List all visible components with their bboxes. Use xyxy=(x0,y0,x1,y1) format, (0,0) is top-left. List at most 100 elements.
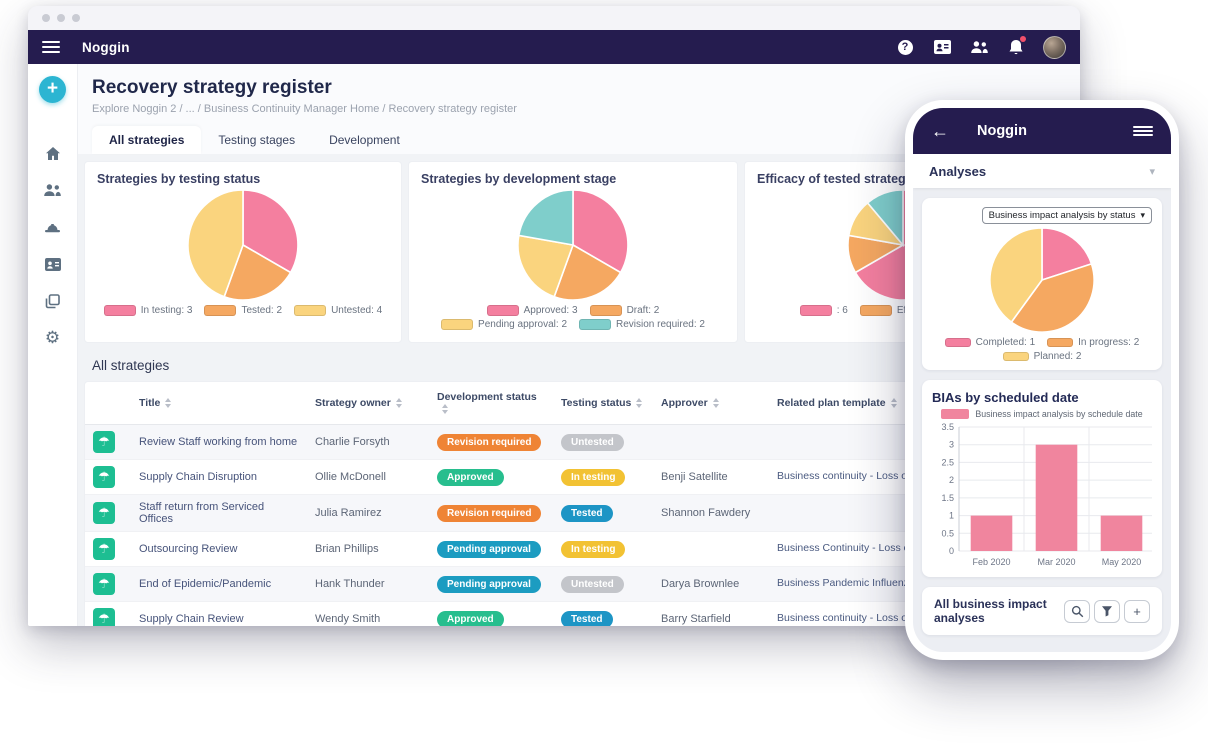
footer-button-group: + xyxy=(1064,599,1150,623)
sort-icon[interactable] xyxy=(442,404,448,415)
page-header: Recovery strategy register Explore Noggi… xyxy=(78,64,1080,154)
cell-title[interactable]: Staff return from Serviced Offices xyxy=(131,494,307,532)
id-card-icon[interactable] xyxy=(41,252,65,276)
home-icon[interactable] xyxy=(41,141,65,165)
notifications-bell-icon[interactable] xyxy=(1006,36,1026,57)
chart-title: Efficacy of tested strategies xyxy=(757,172,924,186)
window-control-dot[interactable] xyxy=(72,14,80,22)
strategy-umbrella-icon: ☂ xyxy=(93,502,115,524)
back-arrow-icon[interactable]: ← xyxy=(931,120,949,141)
table-section-title: All strategies xyxy=(92,358,170,373)
svg-text:3.5: 3.5 xyxy=(941,422,954,432)
tab-testing-stages[interactable]: Testing stages xyxy=(218,133,296,147)
column-strategy-owner[interactable]: Strategy owner xyxy=(307,382,429,425)
sort-icon[interactable] xyxy=(165,398,172,409)
legend-item: In testing: 3 xyxy=(103,305,192,316)
column-testing-status[interactable]: Testing status xyxy=(553,382,653,425)
chart-legend: Business impact analysis by schedule dat… xyxy=(932,409,1152,419)
status-select[interactable]: Business impact analysis by status ▾ xyxy=(981,207,1152,224)
cell-owner: Brian Phillips xyxy=(307,531,429,567)
status-badge: Untested xyxy=(561,433,624,451)
left-sidebar: + ⚙ xyxy=(28,64,78,626)
svg-text:1: 1 xyxy=(949,511,954,521)
window-titlebar xyxy=(28,6,1080,30)
column-development-status[interactable]: Development status xyxy=(429,382,553,425)
sort-icon[interactable] xyxy=(395,398,402,409)
svg-text:1.5: 1.5 xyxy=(941,493,954,503)
strategy-umbrella-icon: ☂ xyxy=(93,538,115,560)
legend-item: : 6 xyxy=(799,305,848,316)
cell-development-status: Pending approval xyxy=(429,566,553,602)
legend-item: Untested: 4 xyxy=(294,305,382,316)
chevron-down-icon: ▾ xyxy=(1149,165,1155,178)
status-badge: Revision required xyxy=(437,433,542,451)
library-icon[interactable] xyxy=(41,289,65,313)
status-badge: In testing xyxy=(561,468,626,486)
user-avatar[interactable] xyxy=(1043,35,1066,59)
hard-hat-icon[interactable] xyxy=(41,215,65,239)
strategy-umbrella-icon: ☂ xyxy=(93,573,115,595)
analyses-dropdown-bar[interactable]: Analyses ▾ xyxy=(913,154,1171,188)
legend-item: Planned: 2 xyxy=(1002,351,1081,362)
chevron-down-icon: ▾ xyxy=(1140,210,1145,220)
legend-label: Business impact analysis by schedule dat… xyxy=(975,409,1143,419)
cell-testing-status: Untested xyxy=(553,424,653,460)
cell-development-status: Approved xyxy=(429,459,553,495)
column-title[interactable]: Title xyxy=(131,382,307,425)
cell-testing-status: Tested xyxy=(553,494,653,532)
cell-title[interactable]: Supply Chain Disruption xyxy=(131,459,307,495)
menu-icon[interactable] xyxy=(1133,125,1153,137)
chart-title: Strategies by testing status xyxy=(97,172,261,186)
notification-dot xyxy=(1020,36,1026,42)
pie-chart[interactable] xyxy=(97,188,389,302)
strategy-umbrella-icon: ☂ xyxy=(93,608,115,626)
cell-title[interactable]: End of Epidemic/Pandemic xyxy=(131,566,307,602)
all-analyses-label: All business impact analyses xyxy=(934,597,1047,625)
status-badge: Pending approval xyxy=(437,575,541,593)
status-badge: In testing xyxy=(561,540,626,558)
window-control-dot[interactable] xyxy=(57,14,65,22)
pie-chart[interactable] xyxy=(421,188,725,302)
menu-icon[interactable] xyxy=(42,41,60,53)
cell-testing-status: Tested xyxy=(553,601,653,626)
search-button[interactable] xyxy=(1064,599,1090,623)
help-icon[interactable]: ? xyxy=(895,37,915,57)
phone-app-title: Noggin xyxy=(977,123,1027,139)
add-button[interactable]: + xyxy=(1124,599,1150,623)
column-approver[interactable]: Approver xyxy=(653,382,769,425)
cell-title[interactable]: Review Staff working from home xyxy=(131,424,307,460)
cell-title[interactable]: Outsourcing Review xyxy=(131,531,307,567)
svg-text:2: 2 xyxy=(949,475,954,485)
window-control-dot[interactable] xyxy=(42,14,50,22)
all-analyses-bar[interactable]: All business impact analyses + xyxy=(922,587,1162,635)
tab-development[interactable]: Development xyxy=(329,133,400,147)
svg-text:2.5: 2.5 xyxy=(941,457,954,467)
contact-card-icon[interactable] xyxy=(932,37,952,57)
phone-mockup: ← Noggin Analyses ▾ Business impact anal… xyxy=(905,100,1179,660)
sort-icon[interactable] xyxy=(636,398,643,409)
tab-bar: All strategies Testing stages Development xyxy=(92,126,1080,154)
phone-scroll-area[interactable]: Business impact analysis by status ▾ Com… xyxy=(913,188,1171,652)
bar-chart[interactable]: 0 0.5 1 1.5 2 2.5 3 3.5 Feb 2020 Mar 2020 May 2020 xyxy=(932,421,1152,569)
legend-item: Draft: 2 xyxy=(589,305,659,316)
cell-owner: Charlie Forsyth xyxy=(307,424,429,460)
svg-text:0.5: 0.5 xyxy=(941,528,954,538)
analyses-label: Analyses xyxy=(929,163,987,179)
sort-icon[interactable] xyxy=(712,398,719,409)
cell-title[interactable]: Supply Chain Review xyxy=(131,601,307,626)
people-icon[interactable] xyxy=(969,37,989,57)
add-button[interactable]: + xyxy=(39,76,66,103)
filter-button[interactable] xyxy=(1094,599,1120,623)
legend-item: Revision required: 2 xyxy=(579,319,705,330)
chart-legend: Approved: 3 Draft: 2 Pending approval: 2 Re… xyxy=(421,305,725,330)
legend-item: In progress: 2 xyxy=(1047,337,1139,348)
people-icon[interactable] xyxy=(41,178,65,202)
sort-icon[interactable] xyxy=(890,398,897,409)
pie-chart[interactable] xyxy=(932,226,1152,334)
cell-owner: Julia Ramirez xyxy=(307,494,429,532)
chart-card-testing-status: Strategies by testing status In testing:… xyxy=(84,161,402,343)
svg-text:0: 0 xyxy=(949,546,954,556)
tab-all-strategies[interactable]: All strategies xyxy=(92,126,202,154)
settings-gear-icon[interactable]: ⚙ xyxy=(44,328,61,347)
